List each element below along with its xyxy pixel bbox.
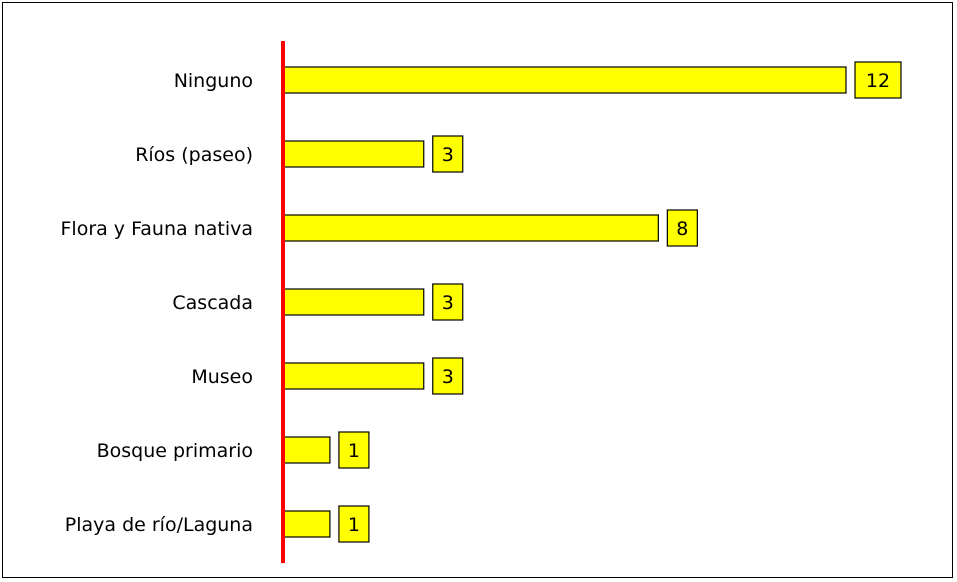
bar (282, 66, 847, 94)
data-label-text: 12 (866, 70, 890, 92)
bar (282, 362, 425, 390)
category-labels: Ninguno Ríos (paseo) Flora y Fauna nativa C… (60, 70, 253, 536)
bar (282, 436, 331, 464)
data-label: 12 (854, 61, 902, 99)
data-label: 1 (338, 505, 370, 543)
category-label: Ríos (paseo) (135, 144, 253, 166)
data-label: 1 (338, 431, 370, 469)
bar (282, 140, 425, 168)
data-label: 8 (666, 209, 698, 247)
data-label: 3 (432, 283, 464, 321)
data-label-box (854, 61, 902, 99)
data-label-box (432, 283, 464, 321)
data-labels: 12 3 8 3 3 1 1 (338, 61, 902, 543)
data-label-text: 3 (442, 292, 454, 314)
category-label: Cascada (172, 292, 253, 314)
data-label-box (338, 431, 370, 469)
data-label: 3 (432, 135, 464, 173)
data-label-box (666, 209, 698, 247)
category-label: Flora y Fauna nativa (60, 218, 253, 240)
data-label-text: 8 (676, 218, 688, 240)
bar-chart: Ninguno Ríos (paseo) Flora y Fauna nativa C… (60, 41, 902, 563)
category-label: Bosque primario (97, 440, 253, 462)
data-label-text: 3 (442, 144, 454, 166)
data-label-box (338, 505, 370, 543)
bars (282, 66, 847, 538)
category-label: Playa de río/Laguna (65, 514, 253, 536)
bar (282, 288, 425, 316)
category-label: Museo (191, 366, 253, 388)
data-label: 3 (432, 357, 464, 395)
bar (282, 510, 331, 538)
data-label-box (432, 135, 464, 173)
bar (282, 214, 659, 242)
data-label-text: 3 (442, 366, 454, 388)
data-label-box (432, 357, 464, 395)
category-label: Ninguno (174, 70, 253, 92)
data-label-text: 1 (348, 440, 360, 462)
data-label-text: 1 (348, 514, 360, 536)
